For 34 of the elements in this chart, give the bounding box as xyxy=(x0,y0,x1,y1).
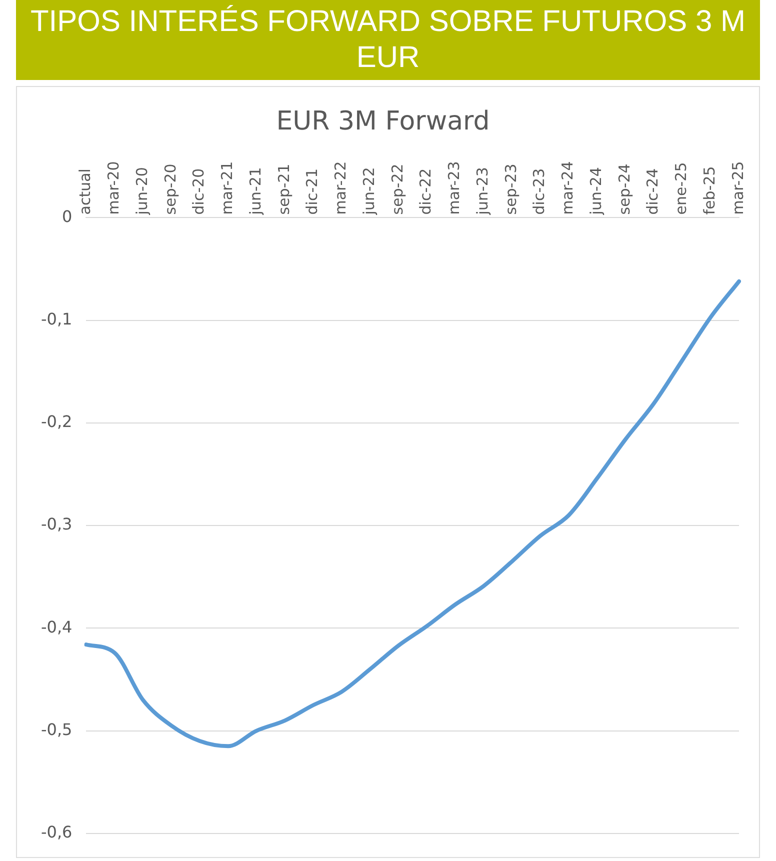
x-tick-label: sep-20 xyxy=(161,164,180,215)
x-tick-label: feb-25 xyxy=(700,166,719,215)
x-tick-label: ene-25 xyxy=(672,162,690,215)
x-tick-label: dic-22 xyxy=(416,168,435,215)
x-tick-label: dic-21 xyxy=(303,168,322,215)
chart-subtitle: EUR 3M Forward xyxy=(276,106,490,136)
y-tick-label: -0,2 xyxy=(41,412,72,432)
x-tick-label: jun-22 xyxy=(360,167,378,216)
x-tick-label: dic-20 xyxy=(190,168,208,215)
y-tick-label: -0,1 xyxy=(41,309,72,328)
x-tick-label: actual xyxy=(76,168,94,215)
y-tick-label: -0,4 xyxy=(41,617,72,636)
y-tick-label: -0,3 xyxy=(41,514,72,534)
x-tick-label: mar-23 xyxy=(445,161,464,215)
chart-title: TIPOS INTERÉS FORWARD SOBRE FUTUROS 3 M EUR xyxy=(16,0,760,80)
x-tick-label: dic-23 xyxy=(530,168,548,215)
x-tick-label: mar-22 xyxy=(332,161,350,215)
x-tick-label: mar-20 xyxy=(104,161,122,215)
x-tick-label: sep-24 xyxy=(615,164,634,215)
x-tick-label: sep-22 xyxy=(388,164,406,215)
x-tick-label: jun-20 xyxy=(132,167,151,216)
x-tick-label: mar-24 xyxy=(558,161,577,215)
x-tick-label: jun-21 xyxy=(246,167,264,216)
y-tick-label: 0 xyxy=(62,206,72,226)
x-tick-label: mar-25 xyxy=(728,161,747,215)
y-tick-label: -0,5 xyxy=(41,720,72,739)
x-tick-label: jun-23 xyxy=(473,167,492,216)
y-tick-label: -0,6 xyxy=(41,822,72,842)
x-tick-label: sep-23 xyxy=(502,164,520,215)
x-tick-label: mar-21 xyxy=(218,161,236,215)
x-tick-label: sep-21 xyxy=(274,164,293,215)
x-tick-label: jun-24 xyxy=(586,167,605,216)
line-series xyxy=(84,279,741,748)
x-tick-label: dic-24 xyxy=(644,168,662,215)
